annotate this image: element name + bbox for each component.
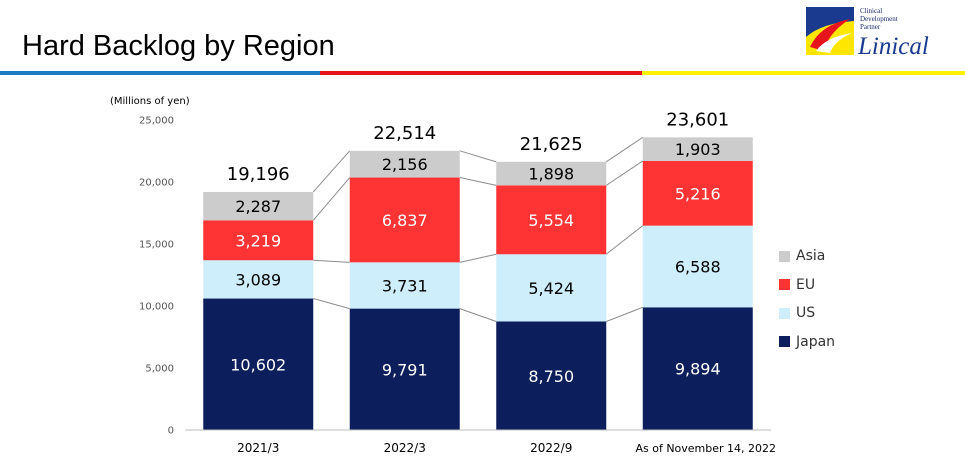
- bar-japan: [349, 308, 460, 430]
- connector-line: [459, 308, 497, 322]
- y-tick-label: 20,000: [139, 178, 174, 189]
- data-label-japan: 9,791: [382, 360, 428, 379]
- data-label-us: 3,731: [382, 276, 428, 295]
- data-label-japan: 8,750: [528, 367, 574, 386]
- title-rule-yellow: [642, 71, 965, 75]
- connector-line: [459, 150, 497, 163]
- data-label-japan: 10,602: [230, 355, 286, 374]
- page-title: Hard Backlog by Region: [22, 30, 335, 62]
- data-label-eu: 5,554: [528, 211, 574, 230]
- data-label-japan: 9,894: [675, 360, 721, 379]
- x-tick-label: 2021/3: [237, 441, 279, 455]
- legend-swatch: [779, 336, 790, 348]
- legend-swatch: [779, 250, 790, 262]
- y-tick-label: 15,000: [139, 240, 174, 251]
- legend-label: EU: [796, 276, 816, 293]
- legend-label: Japan: [796, 333, 836, 350]
- legend-item-japan: Japan: [779, 328, 835, 357]
- data-label-asia: 1,903: [675, 140, 721, 159]
- bar-eu: [349, 177, 460, 263]
- data-label-us: 3,089: [235, 270, 281, 289]
- bar-japan: [642, 307, 753, 430]
- total-label: 23,601: [666, 109, 729, 130]
- connector-line: [312, 177, 351, 221]
- bar-japan: [496, 321, 607, 430]
- y-tick-label: 0: [168, 426, 174, 437]
- bar-eu: [203, 220, 314, 261]
- bar-asia: [642, 137, 753, 161]
- data-label-us: 6,588: [675, 257, 721, 276]
- connector-line: [605, 160, 644, 186]
- data-label-eu: 6,837: [382, 211, 428, 230]
- data-label-asia: 2,287: [235, 197, 281, 216]
- y-tick-label: 25,000: [139, 116, 174, 127]
- bar-eu: [496, 185, 607, 255]
- data-label-us: 5,424: [528, 279, 574, 298]
- bar-asia: [349, 150, 460, 178]
- logo-emblem-icon: [806, 7, 854, 55]
- data-label-eu: 5,216: [675, 184, 721, 203]
- legend-label: Asia: [796, 248, 826, 265]
- total-label: 21,625: [520, 134, 583, 155]
- x-tick-label: 2022/3: [384, 441, 426, 455]
- legend-swatch: [779, 279, 790, 291]
- connector-line: [312, 150, 351, 193]
- connector-line: [459, 177, 497, 186]
- bar-asia: [496, 161, 607, 186]
- y-tick-label: 10,000: [139, 302, 174, 313]
- logo-tagline-2: Development: [860, 15, 898, 23]
- title-rule-blue: [0, 71, 320, 75]
- legend-label: US: [796, 305, 816, 322]
- legend-item-asia: Asia: [779, 242, 835, 271]
- y-axis-label: (Millions of yen): [110, 96, 190, 107]
- total-label: 19,196: [227, 164, 290, 185]
- bar-eu: [642, 160, 753, 226]
- bar-us: [496, 254, 607, 322]
- data-label-asia: 2,156: [382, 155, 428, 174]
- x-tick-label: 2022/9: [530, 441, 572, 455]
- legend-swatch: [779, 307, 790, 319]
- bar-us: [642, 225, 753, 308]
- connector-line: [605, 136, 644, 163]
- legend-item-eu: EU: [779, 271, 835, 300]
- connector-line: [605, 225, 644, 255]
- connector-line: [313, 298, 350, 310]
- bar-japan: [203, 298, 314, 430]
- title-rule-red: [320, 71, 642, 75]
- company-logo: Clinical Development Partner Linical: [806, 5, 958, 63]
- bar-us: [349, 262, 460, 309]
- total-label: 22,514: [373, 123, 436, 144]
- data-label-asia: 1,898: [528, 165, 574, 184]
- logo-name: Linical: [858, 33, 929, 60]
- bar-asia: [203, 191, 314, 221]
- legend-item-us: US: [779, 299, 835, 328]
- y-tick-label: 5,000: [145, 364, 174, 375]
- logo-tagline-1: Clinical: [860, 7, 883, 15]
- x-tick-label: As of November 14, 2022: [635, 442, 776, 455]
- logo-tagline-3: Partner: [860, 23, 881, 31]
- connector-line: [459, 253, 497, 263]
- connector-line: [606, 306, 643, 322]
- bar-us: [203, 260, 314, 299]
- chart-legend: Asia EU US Japan: [779, 242, 835, 356]
- connector-line: [313, 259, 350, 263]
- data-label-eu: 3,219: [235, 231, 281, 250]
